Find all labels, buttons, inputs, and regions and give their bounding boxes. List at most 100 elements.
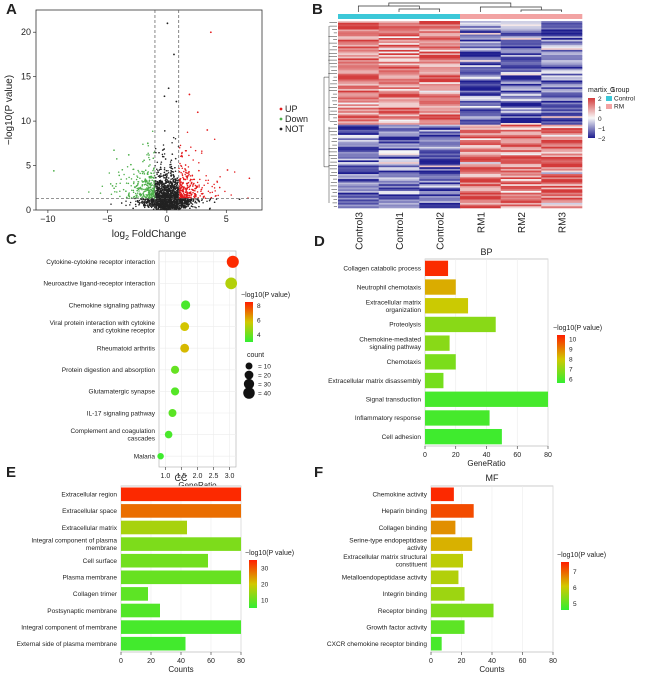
volcano-point (171, 204, 173, 207)
heatmap-cell (500, 129, 542, 132)
heatmap-cell (338, 128, 379, 131)
heatmap-cell (541, 46, 583, 49)
volcano-point (155, 195, 157, 198)
volcano-point (189, 180, 191, 182)
heatmap-cell (338, 140, 379, 142)
heatmap-cell (500, 27, 542, 30)
volcano-point (167, 203, 169, 206)
heatmap-cell (378, 128, 420, 131)
volcano-point (192, 188, 194, 191)
panel-letter-c: C (6, 231, 17, 248)
size-legend-label: = 30 (258, 382, 271, 389)
volcano-point (149, 193, 152, 196)
heatmap-cell (541, 107, 583, 110)
heatmap-cell (460, 196, 501, 199)
volcano-point (156, 192, 158, 194)
volcano-point (194, 200, 197, 203)
heatmap-cell (338, 94, 379, 97)
heatmap-cell (378, 94, 420, 97)
volcano-point (172, 194, 175, 196)
volcano-point (146, 142, 149, 145)
heatmap-cell (419, 167, 461, 170)
volcano-point (146, 153, 148, 156)
volcano-point (184, 204, 186, 207)
heatmap-cell (378, 78, 420, 81)
volcano-point (137, 181, 140, 183)
heatmap-cell (338, 104, 379, 107)
volcano-point (148, 177, 151, 179)
bar-label: Extracellular matrix structural (343, 554, 427, 561)
volcano-point (171, 206, 174, 209)
heatmap-cell (378, 201, 420, 204)
volcano-point (161, 184, 164, 186)
volcano-point (144, 201, 146, 203)
heatmap-cell (460, 177, 501, 180)
heatmap-cell (338, 201, 379, 204)
panel-letter-f: F (314, 464, 323, 481)
volcano-point (224, 190, 226, 193)
heatmap-cell (378, 189, 420, 192)
heatmap-cell (500, 107, 542, 110)
heatmap-cell (419, 194, 461, 197)
heatmap-cell (500, 201, 542, 204)
volcano-point (192, 200, 194, 203)
bar-label: Chemokine activity (372, 492, 427, 499)
volcano-point (185, 182, 188, 185)
color-legend-tick: 4 (257, 332, 261, 339)
volcano-point (160, 161, 163, 163)
volcano-point (157, 208, 159, 210)
volcano-point (149, 186, 152, 189)
volcano-point (157, 195, 159, 198)
volcano-point (166, 185, 168, 187)
y-tick-label: 0 (26, 205, 31, 215)
volcano-point (219, 176, 221, 178)
volcano-point (184, 196, 187, 199)
volcano-point (163, 171, 166, 174)
volcano-point (171, 198, 173, 201)
volcano-point (181, 173, 184, 175)
y-tick-label: 20 (21, 27, 31, 37)
volcano-point (195, 202, 198, 204)
volcano-point (161, 153, 164, 156)
volcano-point (188, 200, 191, 203)
size-legend-dot (245, 362, 253, 370)
heatmap-cell (500, 187, 542, 190)
heatmap-cell (419, 97, 461, 100)
heatmap-cell (541, 87, 583, 90)
heatmap-cell (378, 61, 420, 64)
volcano-point (134, 197, 136, 200)
heatmap-cell (460, 60, 501, 63)
heatmap-cell (460, 43, 501, 46)
heatmap-cell (460, 184, 501, 187)
heatmap-cell (541, 70, 583, 73)
term-bubble (181, 300, 191, 310)
heatmap-cell (541, 121, 583, 124)
heatmap-cell (338, 119, 379, 122)
heatmap-cell (541, 22, 583, 25)
heatmap-cell (338, 36, 379, 39)
term-bubble (180, 322, 190, 332)
heatmap-cell (500, 141, 542, 144)
volcano-point (179, 177, 182, 180)
heatmap-cell (541, 199, 583, 202)
volcano-point (194, 149, 197, 152)
volcano-point (192, 184, 194, 186)
heatmap-cell (338, 163, 379, 166)
volcano-point (160, 187, 163, 190)
heatmap-cell (460, 100, 501, 103)
heatmap-cell (338, 172, 379, 175)
x-axis-label: GeneRatio (467, 459, 506, 468)
go-bp-bar-chart: BP Collagen catabolic process Neutrophil c… (328, 247, 602, 468)
heatmap-cell (338, 202, 379, 205)
heatmap-cell (500, 196, 542, 199)
volcano-point (183, 170, 185, 173)
volcano-point (189, 199, 192, 202)
volcano-point (139, 193, 142, 195)
volcano-point (186, 172, 188, 174)
heatmap-cell (541, 202, 583, 205)
volcano-point (158, 206, 160, 208)
heatmap-cell (460, 119, 501, 122)
volcano-point (200, 190, 202, 193)
volcano-point (184, 178, 187, 181)
heatmap-cell (500, 182, 542, 185)
